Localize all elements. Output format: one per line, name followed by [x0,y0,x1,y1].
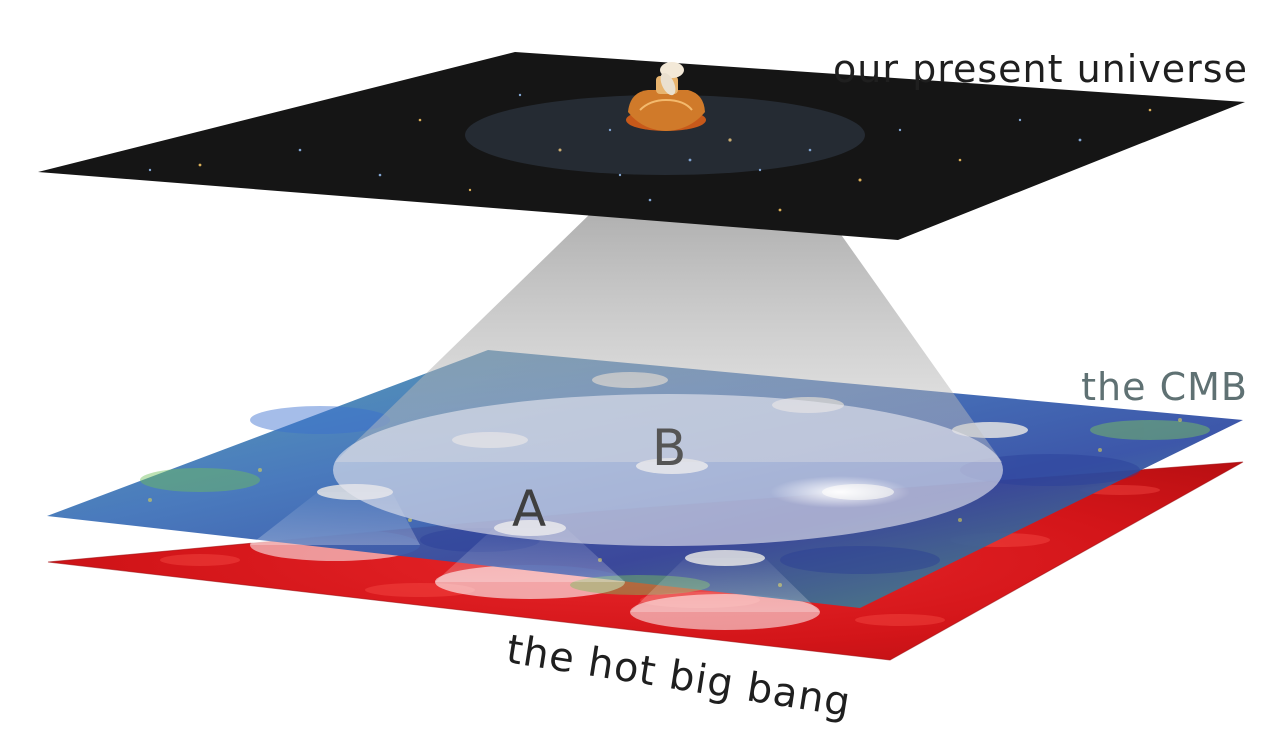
horizon-disk [333,394,1003,546]
point-a-label: A [512,480,546,538]
point-b-label: B [652,419,686,477]
present-universe-plane [38,52,1245,240]
present-universe-label: our present universe [833,47,1248,91]
light-cone [333,212,1003,546]
satellite-icon [626,62,706,131]
cmb-label: the CMB [1081,365,1248,409]
